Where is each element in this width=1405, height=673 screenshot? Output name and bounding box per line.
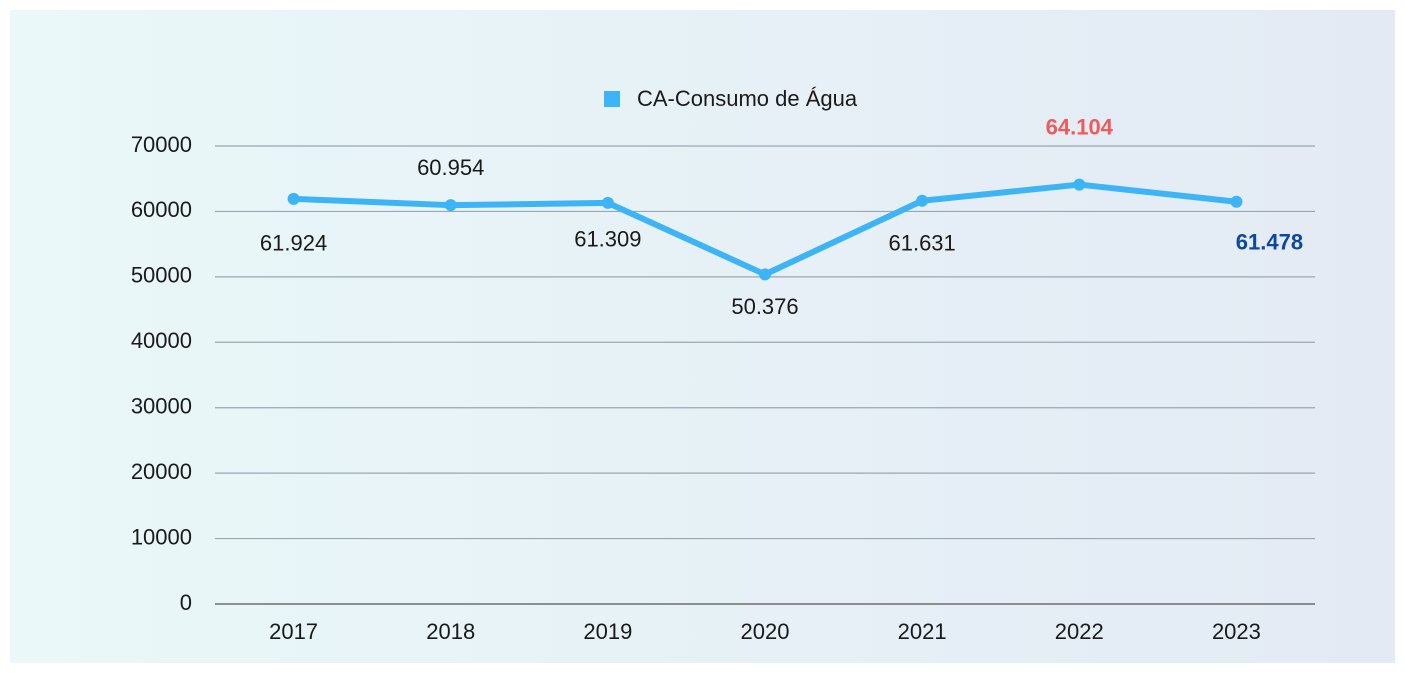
y-tick-label: 40000: [131, 328, 192, 353]
y-tick-label: 10000: [131, 524, 192, 549]
y-tick-label: 30000: [131, 394, 192, 419]
point: [444, 199, 457, 212]
y-tick-label: 20000: [131, 459, 192, 484]
data-label: 61.924: [260, 231, 327, 256]
y-tick-label: 50000: [131, 263, 192, 288]
x-tick-label: 2018: [426, 619, 475, 644]
data-label: 64.104: [1046, 114, 1114, 139]
x-tick-label: 2021: [898, 619, 947, 644]
data-label: 60.954: [417, 155, 484, 180]
x-tick-label: 2019: [583, 619, 632, 644]
x-tick-label: 2023: [1212, 619, 1261, 644]
data-label: 61.309: [574, 227, 641, 252]
point: [1230, 195, 1243, 208]
point: [601, 196, 614, 209]
line: [293, 181, 1237, 278]
point: [287, 192, 300, 205]
panel: [10, 10, 1395, 663]
data-label: 50.376: [731, 294, 798, 319]
y-tick-label: 60000: [131, 197, 192, 222]
point: [916, 194, 929, 207]
legend-label: CA-Consumo de Água: [637, 86, 858, 111]
data-label: 61.631: [888, 231, 955, 256]
point: [759, 268, 771, 281]
x-tick-label: 2017: [269, 619, 318, 644]
x-tick-label: 2020: [741, 619, 790, 644]
data-label: 61.478: [1236, 230, 1303, 255]
point: [1073, 178, 1086, 191]
y-tick-label: 0: [180, 590, 192, 615]
y-tick-label: 70000: [131, 132, 192, 157]
legend-swatch: [604, 91, 620, 107]
x-tick-label: 2022: [1055, 619, 1104, 644]
